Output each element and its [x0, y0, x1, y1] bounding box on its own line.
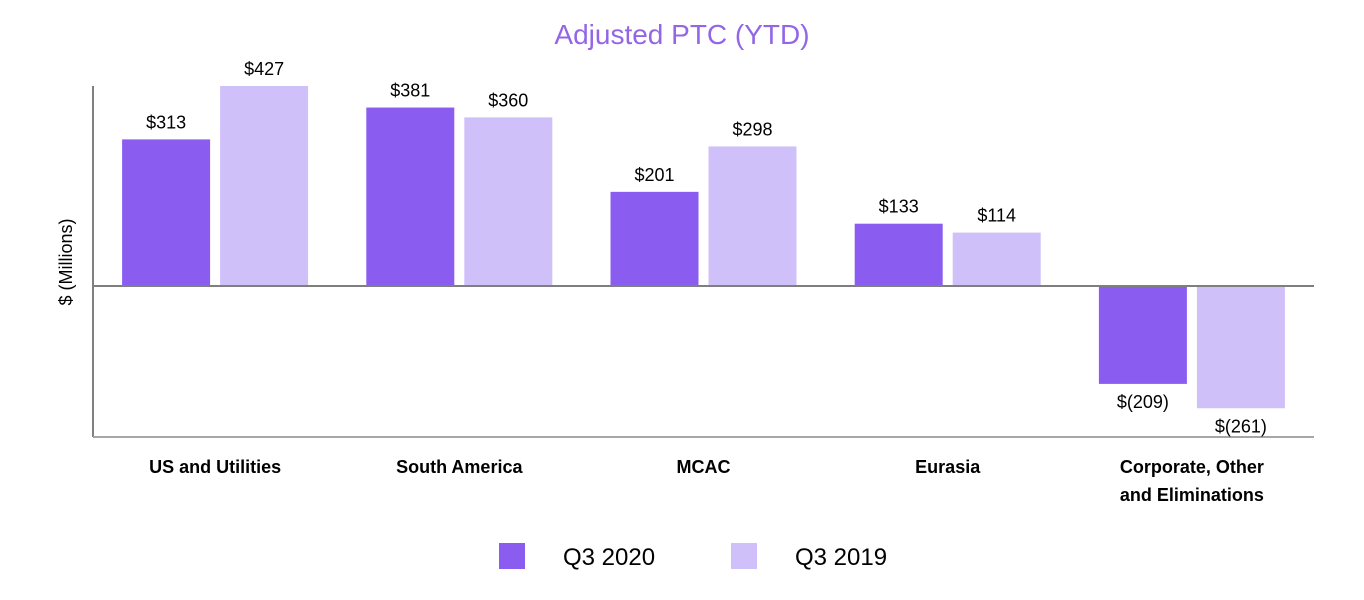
value-label: $313 — [146, 112, 186, 132]
category-label: Corporate, Other and Eliminations — [1120, 457, 1264, 505]
value-label: $133 — [879, 197, 919, 217]
category-label-line: and Eliminations — [1120, 485, 1264, 505]
bar-q3-2019-1 — [464, 117, 553, 286]
value-label: $427 — [244, 59, 284, 79]
chart-title: Adjusted PTC (YTD) — [554, 19, 809, 50]
value-label: $201 — [634, 165, 674, 185]
value-labels-group: $313 $427 $381 $360 $201 $298 $133 $114 $(209) $(… — [146, 59, 1267, 436]
bar-q3-2019-0 — [220, 85, 309, 287]
category-label-line: South America — [396, 457, 523, 477]
bar-q3-2019-3 — [952, 232, 1041, 286]
y-axis-label: $ (Millions) — [56, 218, 76, 305]
bar-q3-2020-3 — [854, 223, 943, 286]
legend-label-q3-2020: Q3 2020 — [563, 544, 655, 571]
bar-q3-2019-2 — [708, 146, 797, 286]
value-label: $(261) — [1215, 416, 1267, 436]
bar-q3-2020-0 — [122, 139, 211, 286]
legend-label-q3-2019: Q3 2019 — [795, 544, 887, 571]
legend: Q3 2020 Q3 2019 — [499, 543, 887, 571]
bar-q3-2019-4 — [1196, 286, 1285, 409]
value-label: $114 — [977, 206, 1016, 226]
value-label: $381 — [390, 81, 430, 101]
category-label: US and Utilities — [149, 457, 281, 477]
value-label: $(209) — [1117, 392, 1169, 412]
category-label-line: US and Utilities — [149, 457, 281, 477]
category-labels-group: US and Utilities South America MCAC Eurasia… — [149, 457, 1264, 505]
category-label: MCAC — [677, 457, 731, 477]
legend-swatch-q3-2020 — [499, 543, 525, 569]
legend-swatch-q3-2019 — [731, 543, 757, 569]
bars-group — [122, 85, 1285, 409]
category-label: Eurasia — [915, 457, 981, 477]
bar-q3-2020-4 — [1098, 286, 1187, 384]
value-label: $360 — [488, 90, 528, 110]
bar-q3-2020-1 — [366, 107, 455, 286]
category-label-line: Corporate, Other — [1120, 457, 1264, 477]
category-label-line: Eurasia — [915, 457, 981, 477]
value-label: $298 — [732, 119, 772, 139]
category-label-line: MCAC — [677, 457, 731, 477]
bar-q3-2020-2 — [610, 191, 699, 286]
category-label: South America — [396, 457, 523, 477]
